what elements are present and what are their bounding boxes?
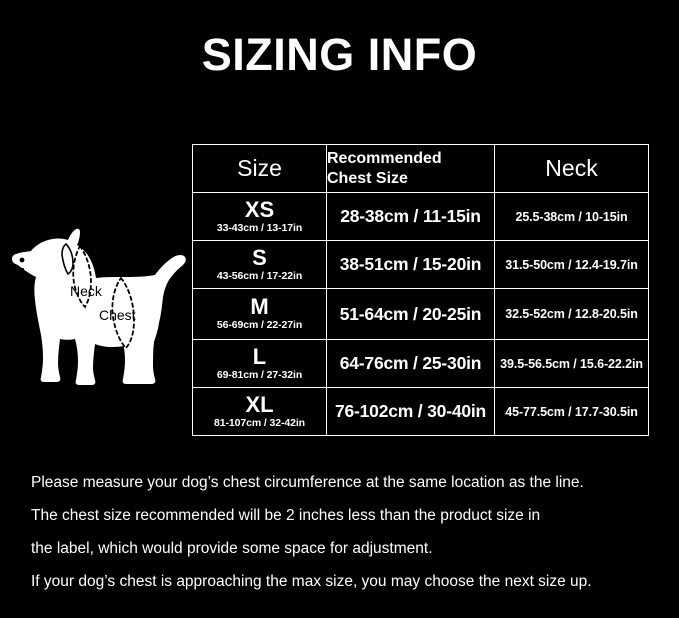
column-header-chest: Recommended Chest Size bbox=[326, 144, 495, 193]
cell-chest: 51-64cm / 20-25in bbox=[326, 288, 495, 340]
page-title: SIZING INFO bbox=[201, 29, 478, 80]
note-line: The chest size recommended will be 2 inc… bbox=[31, 507, 541, 524]
table-row: L 69-81cm / 27-32in 64-76cm / 25-30in 39… bbox=[192, 339, 649, 388]
note-line: Please measure your dog’s chest circumfe… bbox=[31, 474, 584, 491]
size-label: XS bbox=[244, 196, 275, 222]
size-label: L bbox=[252, 343, 267, 369]
cell-neck: 32.5-52cm / 12.8-20.5in bbox=[494, 288, 649, 340]
column-header-size: Size bbox=[192, 144, 327, 193]
size-label: M bbox=[250, 294, 269, 320]
cell-neck: 31.5-50cm / 12.4-19.7in bbox=[494, 240, 649, 289]
dog-side-profile-illustration: Neck Chest bbox=[8, 222, 190, 402]
column-header-chest-line1: Recommended bbox=[327, 149, 442, 167]
dog-ear bbox=[61, 242, 74, 276]
cell-chest: 76-102cm / 30-40in bbox=[326, 387, 495, 436]
size-range: 43-56cm / 17-22in bbox=[216, 269, 303, 282]
column-header-chest-line2: Chest Size bbox=[327, 169, 408, 187]
size-range: 81-107cm / 32-42in bbox=[213, 416, 305, 429]
cell-chest: 38-51cm / 15-20in bbox=[326, 240, 495, 289]
note-line: If your dog’s chest is approaching the m… bbox=[31, 573, 592, 590]
size-range: 56-69cm / 22-27in bbox=[216, 319, 303, 332]
table-header-row: Size Recommended Chest Size Neck bbox=[192, 144, 649, 193]
cell-size: S 43-56cm / 17-22in bbox=[192, 240, 327, 289]
cell-size: M 56-69cm / 22-27in bbox=[192, 288, 327, 340]
dog-body-silhouette bbox=[12, 228, 186, 385]
chest-measurement-line bbox=[111, 276, 135, 350]
neck-measurement-line bbox=[72, 244, 92, 309]
table-row: XS 33-43cm / 13-17in 28-38cm / 11-15in 2… bbox=[192, 192, 649, 241]
sizing-table: Size Recommended Chest Size Neck XS 33-4… bbox=[192, 144, 649, 436]
size-label: XL bbox=[245, 391, 274, 417]
cell-neck: 25.5-38cm / 10-15in bbox=[494, 192, 649, 241]
notes-block: Please measure your dog’s chest circumfe… bbox=[31, 466, 651, 598]
cell-neck: 39.5-56.5cm / 15.6-22.2in bbox=[494, 339, 649, 388]
cell-chest: 28-38cm / 11-15in bbox=[326, 192, 495, 241]
cell-neck: 45-77.5cm / 17.7-30.5in bbox=[494, 387, 649, 436]
cell-chest: 64-76cm / 25-30in bbox=[326, 339, 495, 388]
column-header-neck: Neck bbox=[494, 144, 649, 193]
cell-size: L 69-81cm / 27-32in bbox=[192, 339, 327, 388]
note-line: the label, which would provide some spac… bbox=[31, 540, 433, 557]
size-label: S bbox=[252, 244, 267, 270]
cell-size: XL 81-107cm / 32-42in bbox=[192, 387, 327, 436]
size-range: 33-43cm / 13-17in bbox=[216, 221, 303, 234]
chest-label: Chest bbox=[99, 307, 136, 323]
table-row: S 43-56cm / 17-22in 38-51cm / 15-20in 31… bbox=[192, 240, 649, 289]
size-range: 69-81cm / 27-32in bbox=[216, 368, 303, 381]
neck-label: Neck bbox=[70, 283, 103, 299]
table-row: XL 81-107cm / 32-42in 76-102cm / 30-40in… bbox=[192, 387, 649, 436]
cell-size: XS 33-43cm / 13-17in bbox=[192, 192, 327, 241]
table-row: M 56-69cm / 22-27in 51-64cm / 20-25in 32… bbox=[192, 288, 649, 340]
dog-muzzle-line bbox=[13, 265, 24, 270]
dog-eye bbox=[19, 257, 25, 263]
